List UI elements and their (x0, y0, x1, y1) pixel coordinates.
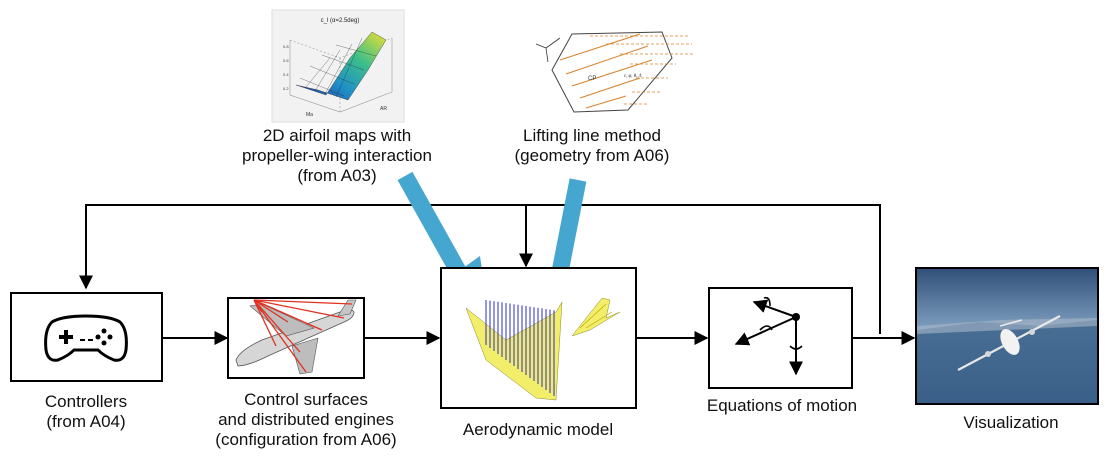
cp-label: CP (588, 76, 596, 82)
label-line: 2D airfoil maps with (210, 126, 464, 146)
label-line: Lifting line method (500, 126, 684, 146)
label-line: Control surfaces (196, 390, 416, 410)
aero-model-label: Aerodynamic model (440, 420, 636, 440)
control-surfaces-label: Control surfaces and distributed engines… (196, 390, 416, 450)
z-tick: 0.6 (283, 58, 289, 63)
z-tick: 0.4 (283, 72, 289, 77)
visualization-box (916, 268, 1098, 404)
aero-model-box (441, 268, 636, 408)
airfoil-to-aero-arrow-shaft (405, 176, 462, 278)
label-line: (from A04) (20, 412, 152, 432)
airfoil-plot-title: c_l (α=2.5deg) (321, 18, 360, 24)
label-line: and distributed engines (196, 410, 416, 430)
eom-label: Equations of motion (690, 396, 874, 416)
airfoil-map-plot: c_l (α=2.5deg) 0.8 0.6 0.4 0.2 Ma AR (272, 10, 404, 122)
visualization-label: Visualization (946, 413, 1076, 433)
airfoil-plot-ylabel: AR (380, 106, 387, 112)
liftingline-to-aero-arrow-shaft (560, 180, 578, 272)
label-line: (configuration from A06) (196, 430, 416, 450)
lifting-line-label: Lifting line method (geometry from A06) (500, 126, 684, 166)
z-tick: 0.8 (283, 44, 289, 49)
label-line: propeller-wing interaction (210, 146, 464, 166)
label-line: Equations of motion (690, 396, 874, 416)
params-label: ε, φ, θ, Λ (624, 74, 642, 79)
eom-box (709, 288, 852, 388)
label-line: Controllers (20, 392, 152, 412)
label-line: (geometry from A06) (500, 146, 684, 166)
airfoil-maps-label: 2D airfoil maps with propeller-wing inte… (210, 126, 464, 186)
flight-simulator-scene (917, 316, 1097, 403)
z-tick: 0.2 (283, 86, 289, 91)
controllers-box (11, 293, 162, 381)
label-line: (from A03) (210, 166, 464, 186)
lifting-line-sketch: CP ε, φ, θ, Λ (536, 32, 694, 112)
controllers-label: Controllers (from A04) (20, 392, 152, 432)
control-surfaces-box (228, 298, 364, 378)
label-line: Aerodynamic model (440, 420, 636, 440)
label-line: Visualization (946, 413, 1076, 433)
airfoil-plot-xlabel: Ma (306, 112, 313, 118)
